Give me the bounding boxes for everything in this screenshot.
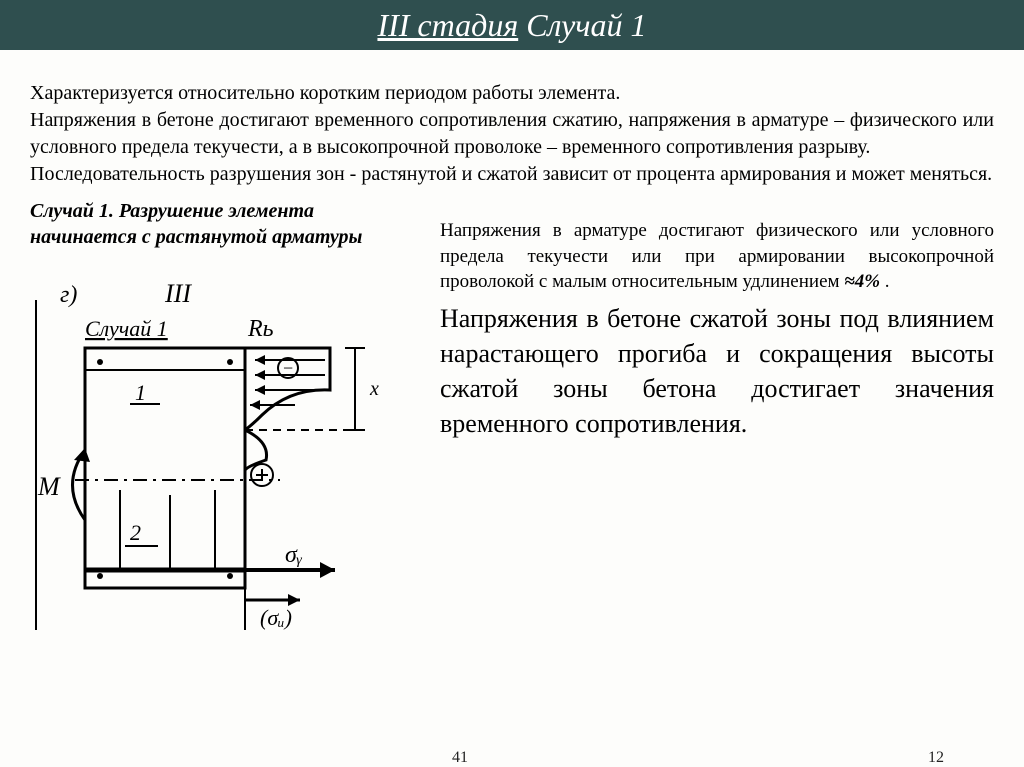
diagram-M: M [37, 472, 61, 501]
title-rest: Случай 1 [518, 7, 646, 43]
diagram-label-III: III [164, 279, 192, 308]
intro-p1: Характеризуется относительно коротким пе… [30, 80, 994, 107]
intro-p3: Последовательность разрушения зон - раст… [30, 161, 994, 188]
right-small-pre: Напряжения в арматуре достигают физическ… [440, 220, 994, 292]
diagram-sigma-u: (σᵤ) [260, 605, 292, 630]
page-number-right: 12 [928, 749, 944, 767]
slide-title: III стадия Случай 1 [377, 7, 646, 44]
case1-lead: Случай 1 [30, 200, 109, 222]
diagram-x: x [369, 378, 379, 400]
case1-label: Случай 1. Разрушение элемента начинается… [30, 198, 420, 250]
diagram-sigma-y: σᵧ [285, 542, 303, 568]
right-column: Напряжения в арматуре достигают физическ… [420, 198, 994, 655]
right-large-para: Напряжения в бетоне сжатой зоны под влия… [440, 301, 994, 441]
diagram-minus: − [283, 358, 293, 378]
right-small-post: . [880, 271, 890, 292]
title-underlined: III стадия [377, 7, 518, 43]
diagram-label-g: г) [60, 282, 77, 308]
stress-diagram: г) III Случай 1 Rь [30, 270, 390, 655]
right-small-bold: ≈4% [844, 271, 880, 292]
slide-header: III стадия Случай 1 [0, 0, 1024, 50]
diagram-2: 2 [130, 520, 141, 545]
left-column: Случай 1. Разрушение элемента начинается… [30, 198, 420, 655]
diagram-1: 1 [135, 380, 146, 405]
slide-content: Характеризуется относительно коротким пе… [0, 50, 1024, 655]
right-small-para: Напряжения в арматуре достигают физическ… [440, 218, 994, 295]
diagram-label-Rb: Rь [247, 316, 274, 342]
diagram-label-case: Случай 1 [85, 316, 168, 341]
intro-text: Характеризуется относительно коротким пе… [30, 80, 994, 188]
page-number-center: 41 [452, 749, 468, 767]
intro-p2: Напряжения в бетоне достигают временного… [30, 107, 994, 161]
